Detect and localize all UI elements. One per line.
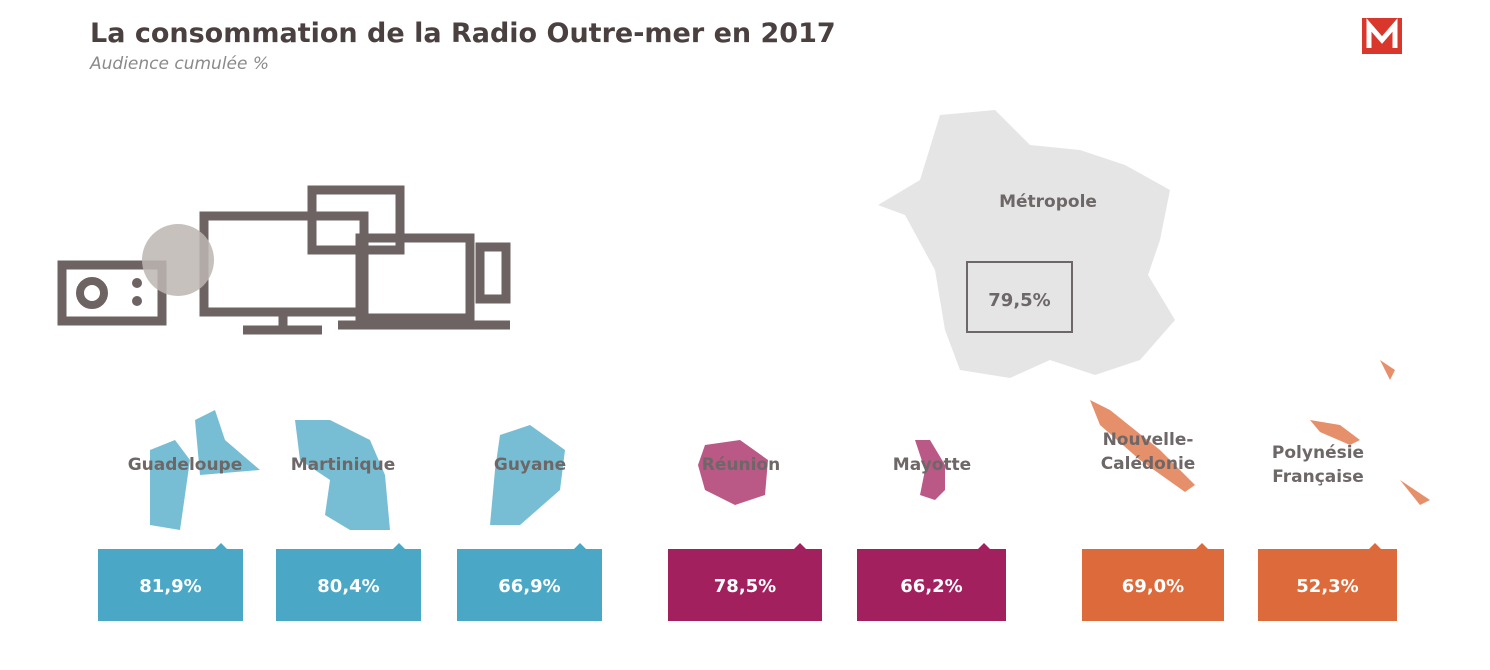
- region-name: Mayotte: [892, 455, 972, 475]
- region-value: 66,2%: [900, 576, 963, 597]
- island-map: [915, 440, 945, 500]
- island-map: [150, 410, 260, 530]
- island-map: [490, 425, 565, 525]
- value-box: [1082, 549, 1224, 621]
- radio-button: [132, 278, 142, 288]
- region-name: Guyane: [493, 455, 567, 475]
- title: La consommation de la Radio Outre-mer en…: [90, 18, 836, 49]
- value-box: [276, 549, 421, 621]
- region-name: Polynésie Française: [1271, 443, 1365, 487]
- value-box: [857, 549, 1006, 621]
- island-map: [295, 420, 390, 530]
- france-map: [878, 110, 1175, 378]
- region-value: 52,3%: [1296, 576, 1359, 597]
- region-name: Martinique: [290, 455, 396, 475]
- region-name: Réunion: [701, 455, 781, 475]
- region-name: Nouvelle-Calédonie: [1100, 430, 1196, 474]
- metropole-value: 79,5%: [988, 290, 1051, 311]
- value-box: [98, 549, 243, 621]
- logo-mark: [1366, 18, 1398, 48]
- radio-highlight: [142, 224, 214, 296]
- region-value: 80,4%: [317, 576, 380, 597]
- region-value: 81,9%: [139, 576, 202, 597]
- region-value: 66,9%: [498, 576, 561, 597]
- box-notch: [1369, 543, 1381, 549]
- box-notch: [215, 543, 227, 549]
- subtitle: Audience cumulée %: [90, 54, 270, 74]
- region-value: 78,5%: [713, 576, 777, 597]
- box-notch: [1196, 543, 1208, 549]
- metropole-box: [966, 261, 1073, 333]
- radio-dial: [76, 277, 108, 309]
- box-notch: [393, 543, 405, 549]
- box-notch: [978, 543, 990, 549]
- value-box: [668, 549, 822, 621]
- value-box: [1258, 549, 1397, 621]
- box-notch: [794, 543, 806, 549]
- region-value: 69,0%: [1121, 576, 1185, 597]
- island-map: [698, 440, 768, 505]
- box-notch: [574, 543, 586, 549]
- devices-icon: [57, 185, 511, 335]
- metropole-name: Métropole: [999, 192, 1097, 212]
- value-box: [457, 549, 602, 621]
- island-map: [1090, 400, 1195, 492]
- island-map: [1310, 360, 1430, 505]
- region-name: Guadeloupe: [127, 455, 243, 475]
- radio-button: [132, 296, 142, 306]
